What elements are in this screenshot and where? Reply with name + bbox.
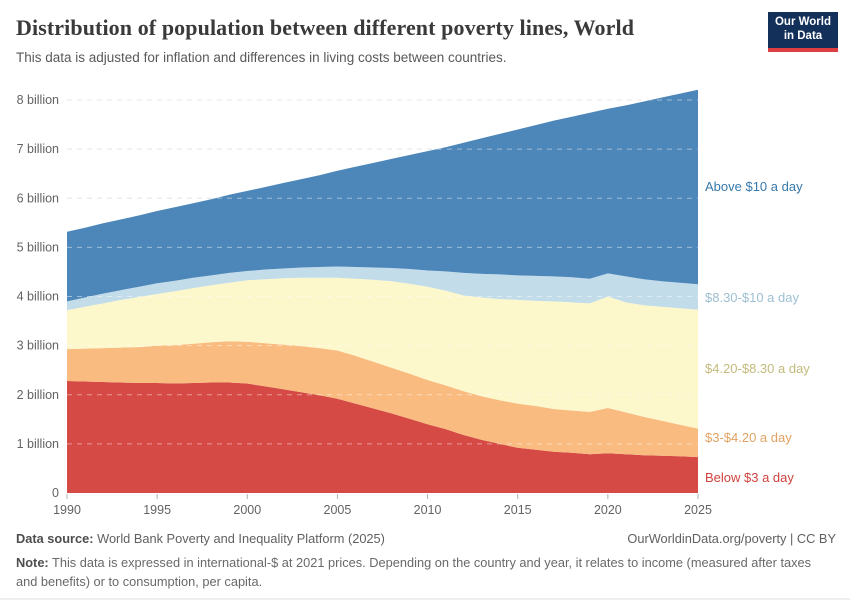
area-series-above-10-dollars [67,89,698,302]
series-label-below-3: Below $3 a day [705,470,794,485]
data-source-value: World Bank Poverty and Inequality Platfo… [97,531,385,546]
page-title: Distribution of population between diffe… [16,15,635,40]
y-axis-tick-label: 8 billion [17,93,59,107]
chart-footer: Data source: World Bank Poverty and Ineq… [16,531,836,591]
series-label-4.20-8.30: $4.20-$8.30 a day [705,361,810,376]
series-label-above-10: Above $10 a day [705,179,803,194]
owid-logo[interactable]: Our World in Data [768,12,838,52]
owid-logo-line2: in Data [783,30,823,42]
note-text: This data is expressed in international-… [16,555,812,589]
x-axis-tick-label: 2010 [414,503,442,517]
x-axis-tick-label: 1990 [53,503,81,517]
x-axis-tick-label: 1995 [143,503,171,517]
note-label: Note: [16,555,49,570]
y-axis-tick-label: 7 billion [17,142,59,156]
area-series-below-3-dollars [67,381,698,493]
y-axis-tick-label: 0 [52,486,59,500]
area-series-8.30-to-10-dollars [67,266,698,311]
area-series-3-to-4.20-dollars [67,341,698,458]
bottom-divider [0,598,850,600]
area-series-4.20-to-8.30-dollars [67,277,698,429]
x-axis-tick-label: 2020 [594,503,622,517]
stacked-area-chart: 0 1 billion 2 billion 3 billion 4 billion 5 b… [17,89,712,517]
owid-logo-line1: Our World [774,16,831,29]
x-axis-tick-label: 2025 [684,503,712,517]
data-source-label: Data source: [16,531,94,546]
y-axis-tick-label: 3 billion [17,339,59,353]
y-axis-tick-label: 4 billion [17,290,59,304]
note-line: Note: This data is expressed in internat… [16,554,824,591]
page-subtitle: This data is adjusted for inflation and … [16,50,507,65]
y-axis-tick-label: 2 billion [17,388,59,402]
x-axis-tick-label: 2005 [324,503,352,517]
x-axis-tick-label: 2000 [233,503,261,517]
data-source-line: Data source: World Bank Poverty and Ineq… [16,531,385,546]
x-axis-tick-label: 2015 [504,503,532,517]
y-axis-tick-label: 6 billion [17,191,59,205]
credit-link[interactable]: OurWorldinData.org/poverty | CC BY [627,531,836,546]
series-label-8.30-10: $8.30-$10 a day [705,290,799,305]
series-label-3-4.20: $3-$4.20 a day [705,430,792,445]
y-axis-tick-label: 5 billion [17,240,59,254]
y-axis-tick-label: 1 billion [17,437,59,451]
